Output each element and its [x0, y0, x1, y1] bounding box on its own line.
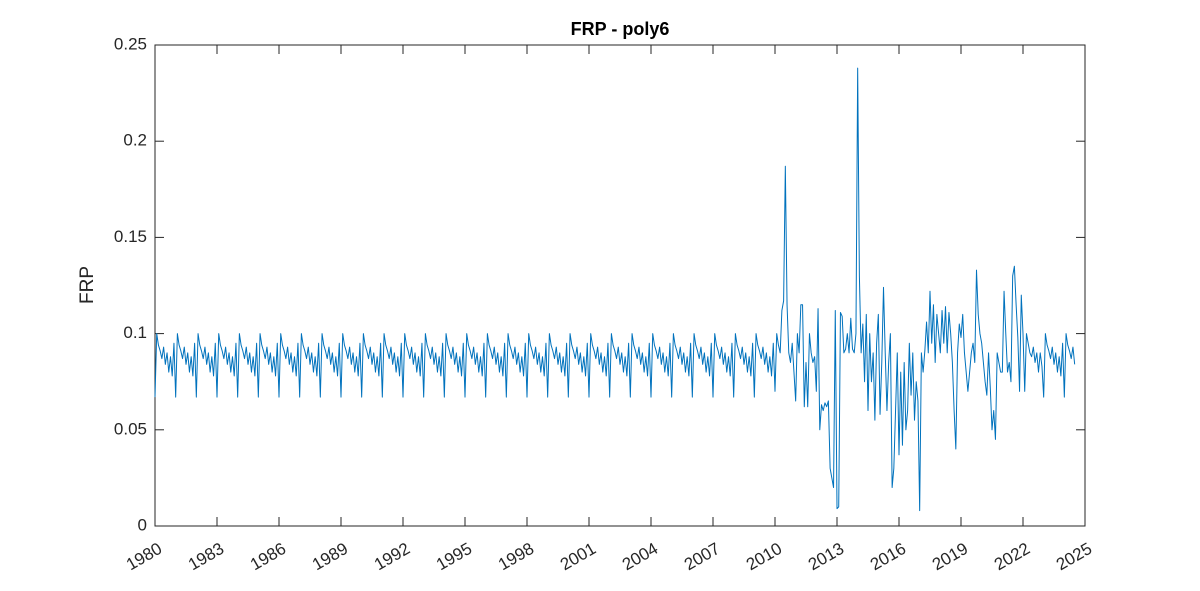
data-line	[154, 67, 1076, 512]
y-tick-label: 0.15	[114, 227, 147, 246]
y-tick-label: 0.25	[114, 34, 147, 53]
y-tick-label: 0.05	[114, 419, 147, 438]
y-tick-label: 0.2	[123, 131, 147, 150]
y-axis-label: FRP	[77, 266, 98, 304]
axes-box	[154, 44, 1086, 527]
chart-title: FRP - poly6	[571, 19, 670, 39]
y-tick-label: 0.1	[123, 323, 147, 342]
y-tick-label: 0	[138, 515, 147, 534]
